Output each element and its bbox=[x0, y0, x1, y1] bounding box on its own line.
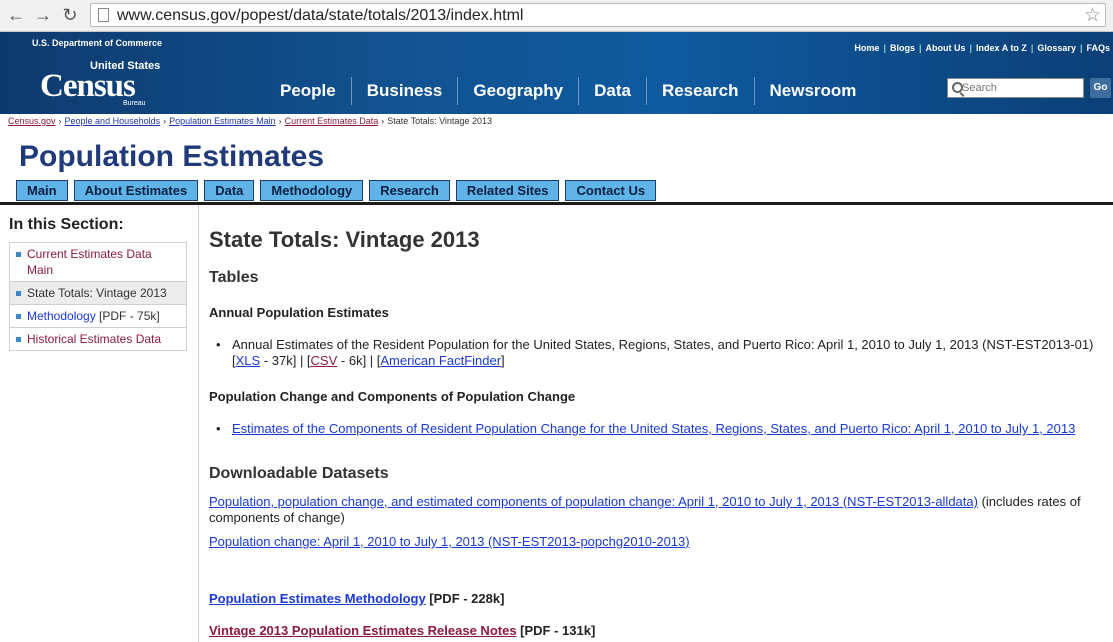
sidebar-item-label: State Totals: Vintage 2013 bbox=[27, 286, 167, 300]
logo-census[interactable]: Census bbox=[40, 68, 136, 104]
nav-research[interactable]: Research bbox=[645, 77, 754, 105]
nav-people[interactable]: People bbox=[280, 81, 336, 100]
sidebar-item-label[interactable]: Historical Estimates Data bbox=[27, 332, 162, 346]
breadcrumb-census-gov[interactable]: Census.gov bbox=[8, 116, 56, 126]
toplink-home[interactable]: Home bbox=[854, 43, 880, 53]
nav-data[interactable]: Data bbox=[578, 77, 646, 105]
browser-toolbar: ← → ↻ www.census.gov/popest/data/state/t… bbox=[0, 0, 1113, 32]
sidebar-item-suffix: [PDF - 75k] bbox=[95, 309, 160, 323]
nav-geography[interactable]: Geography bbox=[457, 77, 578, 105]
tab-contact-us[interactable]: Contact Us bbox=[565, 180, 657, 201]
forward-icon[interactable]: → bbox=[34, 5, 52, 25]
xls-size: - 37k] | [ bbox=[260, 353, 311, 368]
change-heading: Population Change and Components of Popu… bbox=[209, 389, 576, 404]
components-link[interactable]: Estimates of the Components of Resident … bbox=[232, 421, 1076, 436]
department-label: U.S. Department of Commerce bbox=[32, 38, 163, 48]
methodology-size: [PDF - 228k] bbox=[425, 591, 505, 606]
csv-link[interactable]: CSV bbox=[310, 353, 338, 368]
downloadable-heading: Downloadable Datasets bbox=[209, 465, 389, 482]
sidebar: In this Section: Current Estimates Data … bbox=[0, 205, 199, 642]
annual-text: Annual Estimates of the Resident Populat… bbox=[232, 337, 1094, 352]
search-input[interactable] bbox=[962, 80, 1080, 96]
tab-main[interactable]: Main bbox=[16, 180, 68, 201]
american-factfinder-link[interactable]: American FactFinder bbox=[380, 353, 502, 368]
page-icon bbox=[98, 8, 109, 22]
site-header: U.S. Department of Commerce United State… bbox=[0, 32, 1113, 114]
logo-united-states[interactable]: United States bbox=[90, 60, 161, 72]
bullet-icon bbox=[16, 291, 21, 296]
breadcrumb-popest-main[interactable]: Population Estimates Main bbox=[169, 116, 276, 126]
annual-heading: Annual Population Estimates bbox=[209, 305, 389, 320]
methodology-row: Population Estimates Methodology [PDF - … bbox=[209, 591, 504, 607]
tab-research[interactable]: Research bbox=[369, 180, 450, 201]
nav-business[interactable]: Business bbox=[350, 77, 458, 105]
bookmark-star-icon[interactable]: ☆ bbox=[1083, 5, 1101, 26]
tables-heading: Tables bbox=[209, 269, 259, 286]
reload-icon[interactable]: ↻ bbox=[62, 5, 78, 25]
breadcrumb-people-households[interactable]: People and Households bbox=[64, 116, 161, 126]
search-box[interactable] bbox=[947, 78, 1084, 98]
page-title: Population Estimates bbox=[19, 140, 325, 173]
back-icon[interactable]: ← bbox=[7, 5, 25, 25]
tab-about-estimates[interactable]: About Estimates bbox=[73, 180, 199, 201]
bullet-icon bbox=[16, 337, 21, 342]
release-notes-size: [PDF - 131k] bbox=[516, 623, 596, 638]
breadcrumb: Census.gov › People and Households › Populat… bbox=[8, 116, 492, 126]
toplink-index[interactable]: Index A to Z bbox=[976, 43, 1027, 53]
dataset-alldata: Population, population change, and estim… bbox=[209, 494, 1101, 526]
sidebar-item-current-estimates[interactable]: Current Estimates Data Main bbox=[10, 243, 186, 282]
sidebar-item-state-totals[interactable]: State Totals: Vintage 2013 bbox=[10, 282, 186, 305]
nav-newsroom[interactable]: Newsroom bbox=[753, 77, 872, 105]
tab-related-sites[interactable]: Related Sites bbox=[455, 180, 560, 201]
logo-bureau: Bureau bbox=[123, 100, 146, 107]
address-bar[interactable]: www.census.gov/popest/data/state/totals/… bbox=[90, 3, 1106, 27]
dataset-popchg-link[interactable]: Population change: April 1, 2010 to July… bbox=[209, 534, 690, 549]
toplink-glossary[interactable]: Glossary bbox=[1037, 43, 1076, 53]
toplink-blogs[interactable]: Blogs bbox=[889, 43, 915, 53]
sidebar-item-historical[interactable]: Historical Estimates Data bbox=[10, 328, 186, 350]
xls-link[interactable]: XLS bbox=[235, 353, 261, 368]
url-text[interactable]: www.census.gov/popest/data/state/totals/… bbox=[117, 7, 524, 24]
list-item-components: Estimates of the Components of Resident … bbox=[216, 421, 1112, 437]
breadcrumb-current: State Totals: Vintage 2013 bbox=[387, 116, 492, 126]
section-tabs: Main About Estimates Data Methodology Re… bbox=[16, 180, 662, 201]
utility-links: Home | Blogs | About Us | Index A to Z | Glossar… bbox=[854, 43, 1110, 53]
sidebar-heading: In this Section: bbox=[9, 216, 124, 233]
sidebar-item-methodology[interactable]: Methodology [PDF - 75k] bbox=[10, 305, 186, 328]
main-nav: People Business Geography Data Research … bbox=[265, 77, 871, 105]
breadcrumb-current-estimates[interactable]: Current Estimates Data bbox=[284, 116, 379, 126]
bullet-icon bbox=[16, 314, 21, 319]
csv-size: - 6k] | [ bbox=[337, 353, 381, 368]
dataset-popchg: Population change: April 1, 2010 to July… bbox=[209, 534, 690, 550]
dataset-alldata-link[interactable]: Population, population change, and estim… bbox=[209, 494, 978, 509]
release-notes-row: Vintage 2013 Population Estimates Releas… bbox=[209, 623, 595, 639]
content-title: State Totals: Vintage 2013 bbox=[209, 227, 480, 252]
release-notes-link[interactable]: Vintage 2013 Population Estimates Releas… bbox=[209, 623, 517, 638]
header-divider bbox=[0, 202, 1113, 205]
search-go-button[interactable]: Go bbox=[1090, 78, 1111, 98]
tab-data[interactable]: Data bbox=[204, 180, 255, 201]
sidebar-item-label[interactable]: Methodology bbox=[27, 309, 96, 323]
toplink-faqs[interactable]: FAQs bbox=[1086, 43, 1110, 53]
sidebar-item-label[interactable]: Current Estimates Data Main bbox=[27, 247, 152, 277]
dataset-alldata-suffix: (includes rates of components of change) bbox=[209, 494, 1081, 525]
list-item-annual: Annual Estimates of the Resident Populat… bbox=[216, 337, 1102, 369]
bullet-icon bbox=[16, 252, 21, 257]
toplink-about[interactable]: About Us bbox=[925, 43, 966, 53]
methodology-link[interactable]: Population Estimates Methodology bbox=[209, 591, 426, 606]
tab-methodology[interactable]: Methodology bbox=[260, 180, 364, 201]
sidebar-list: Current Estimates Data Main State Totals… bbox=[9, 242, 187, 351]
